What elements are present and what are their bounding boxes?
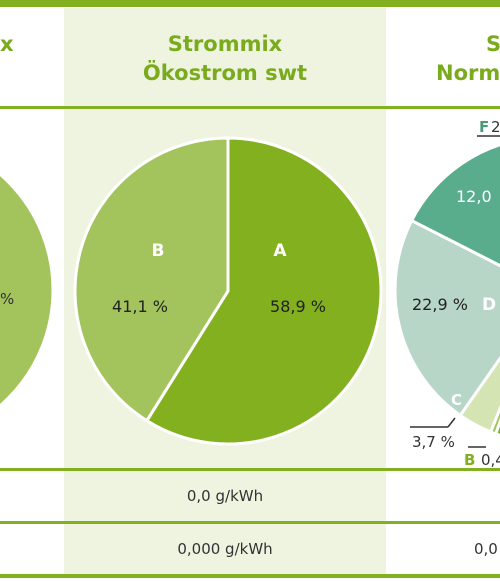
slice-letter-B: B: [152, 241, 165, 261]
slice-letter-C: C: [451, 391, 462, 409]
slice-value-C: 3,7 %: [412, 433, 455, 451]
slice-value-E: 12,0: [456, 187, 492, 206]
pie-slice-A: [144, 136, 383, 446]
slice-value-B: 41,1 %: [112, 297, 168, 316]
slice-value-F: 2: [491, 118, 500, 136]
header-divider: [0, 106, 500, 109]
column-header-center-line2: Ökostrom swt: [142, 61, 308, 85]
pie-chart-normal-partial: 12,0 22,9 % D C: [393, 143, 500, 437]
co2-value-oekostrom: 0,0 g/kWh: [186, 487, 264, 505]
row-divider: [0, 521, 500, 524]
waste-value-oekostrom: 0,000 g/kWh: [177, 540, 273, 558]
left-pie-label-partial: %: [0, 290, 14, 308]
bottom-rule: [0, 574, 500, 578]
column-header-center-line1: Strommix: [167, 32, 283, 56]
top-rule: [0, 0, 500, 7]
column-header-right-line1: S: [486, 32, 500, 56]
column-header-right-line2: Norm: [436, 61, 500, 85]
slice-letter-F: F: [479, 118, 489, 136]
waste-value-normal-partial: 0,0: [474, 540, 498, 558]
slice-letter-A: A: [273, 241, 287, 261]
slice-letter-D: D: [482, 295, 496, 315]
chart-divider: [0, 468, 500, 471]
pie-slice-B: [73, 136, 230, 423]
pie-slice-right-D: [393, 218, 500, 418]
pie-chart-oekostrom: A 58,9 % B 41,1 %: [73, 136, 383, 446]
pie-slice-right-E: [409, 143, 500, 268]
right-pie-callouts: F 2 3,7 % B 0,4: [410, 118, 500, 469]
slice-value-A: 58,9 %: [270, 297, 326, 316]
slice-value-B-right: 0,4: [481, 451, 500, 469]
left-pie-partial: %: [0, 172, 55, 408]
column-header-left: x: [0, 32, 14, 56]
slice-value-D: 22,9 %: [412, 295, 468, 314]
slice-letter-B-right: B: [464, 451, 475, 469]
